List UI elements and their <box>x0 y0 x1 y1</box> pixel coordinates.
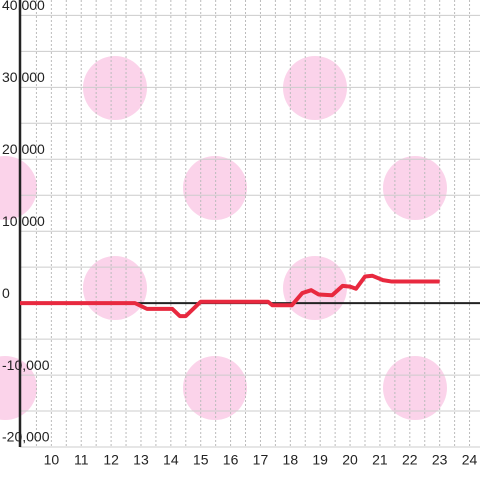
y-tick-label: -20,000 <box>2 429 50 445</box>
data-line <box>20 273 440 319</box>
y-tick-label: 40,000 <box>2 0 45 13</box>
x-tick-label: 22 <box>402 452 418 468</box>
x-tick-label: 17 <box>253 452 269 468</box>
x-tick-label: 14 <box>163 452 179 468</box>
y-tick-label: 30,000 <box>2 69 45 85</box>
x-tick-label: 15 <box>193 452 209 468</box>
x-tick-label: 16 <box>223 452 239 468</box>
watermarks <box>0 56 447 420</box>
watermark <box>83 256 147 320</box>
x-tick-label: 24 <box>462 452 478 468</box>
y-tick-label: -10,000 <box>2 357 50 373</box>
x-tick-label: 23 <box>432 452 448 468</box>
x-tick-label: 20 <box>342 452 358 468</box>
watermark <box>383 156 447 220</box>
x-tick-label: 19 <box>312 452 328 468</box>
x-tick-label: 11 <box>74 452 89 468</box>
y-tick-label: 20,000 <box>2 141 45 157</box>
watermark <box>183 156 247 220</box>
watermark <box>383 356 447 420</box>
watermark <box>83 56 147 120</box>
x-tick-label: 10 <box>44 452 60 468</box>
watermark <box>0 156 37 220</box>
y-tick-label: 0 <box>2 285 10 301</box>
watermark <box>183 356 247 420</box>
x-tick-label: 13 <box>133 452 149 468</box>
x-tick-label: 21 <box>372 452 388 468</box>
x-tick-label: 18 <box>283 452 299 468</box>
watermark <box>283 56 347 120</box>
y-tick-label: 10,000 <box>2 213 45 229</box>
watermark <box>0 356 37 420</box>
x-tick-label: 12 <box>103 452 119 468</box>
